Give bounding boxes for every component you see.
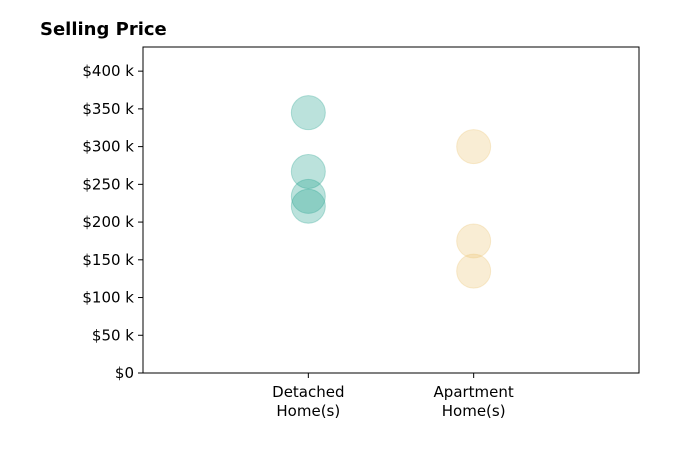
chart-title: Selling Price	[40, 19, 167, 40]
x-tick-label: Detached Home(s)	[272, 383, 344, 420]
point	[456, 253, 492, 289]
y-tick-label: $150 k	[82, 251, 134, 269]
y-tick-label: $350 k	[82, 100, 134, 118]
plot-frame	[142, 46, 640, 374]
point	[290, 188, 326, 224]
y-tick-label: $400 k	[82, 62, 134, 80]
y-tick-label: $250 k	[82, 175, 134, 193]
y-tick-label: $200 k	[82, 213, 134, 231]
y-tick-label: $100 k	[82, 289, 134, 307]
point	[290, 95, 326, 131]
y-tick-label: $0	[115, 364, 134, 382]
point	[456, 223, 492, 259]
y-tick-label: $50 k	[92, 326, 134, 344]
point	[456, 129, 492, 165]
x-tick-label: Apartment Home(s)	[434, 383, 514, 420]
y-tick-label: $300 k	[82, 138, 134, 156]
point	[290, 178, 326, 214]
x-tick-label-line: Apartment	[434, 383, 514, 401]
point	[290, 154, 326, 190]
x-tick-label-line: Home(s)	[442, 402, 506, 420]
x-tick-label-line: Home(s)	[276, 402, 340, 420]
x-tick-label-line: Detached	[272, 383, 344, 401]
